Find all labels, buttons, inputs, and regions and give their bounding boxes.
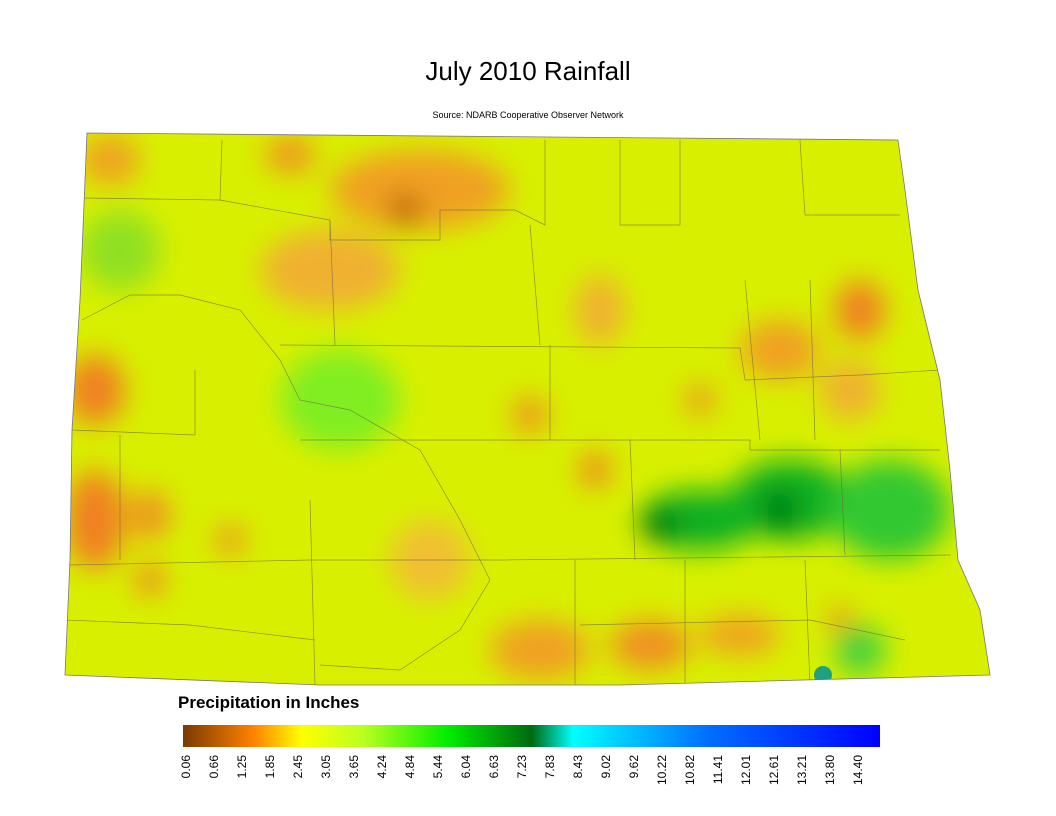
legend-tick-label: 9.62 (627, 755, 641, 779)
legend-tick-label: 7.23 (515, 755, 529, 779)
legend-tick-label: 14.40 (851, 755, 865, 785)
legend-tick-label: 1.85 (263, 755, 277, 779)
legend-tick-label: 4.24 (375, 755, 389, 779)
legend-tick-label: 4.84 (403, 755, 417, 779)
legend-tick-label: 9.02 (599, 755, 613, 779)
legend-title: Precipitation in Inches (178, 693, 359, 712)
legend-tick-label: 0.66 (207, 755, 221, 779)
legend-tick-label: 13.80 (823, 755, 837, 785)
legend-tick-label: 0.06 (179, 755, 193, 779)
legend-tick-label: 10.82 (683, 755, 697, 785)
title: July 2010 Rainfall (425, 56, 630, 86)
legend-tick-label: 11.41 (711, 755, 725, 784)
legend-tick-label: 1.25 (235, 755, 249, 779)
high-spot (814, 666, 832, 684)
source: Source: NDARB Cooperative Observer Netwo… (432, 110, 624, 120)
legend-ticks: 0.06 0.66 1.25 1.85 2.45 3.05 3.65 4.24 4.84 5.44… (179, 755, 865, 785)
state-outline (64, 132, 991, 686)
legend-tick-label: 6.63 (487, 755, 501, 779)
legend-tick-label: 8.43 (571, 755, 585, 779)
county-lines (65, 139, 951, 685)
legend-tick-label: 10.22 (655, 755, 669, 785)
legend-tick-label: 6.04 (459, 755, 473, 779)
legend-tick-label: 2.45 (291, 755, 305, 779)
legend-tick-label: 12.61 (767, 755, 781, 785)
rainfall-map (65, 133, 990, 685)
legend-tick-label: 12.01 (739, 755, 753, 785)
color-scale (183, 725, 880, 747)
legend-tick-label: 3.05 (319, 755, 333, 779)
legend-tick-label: 7.83 (543, 755, 557, 779)
legend-tick-label: 13.21 (795, 755, 809, 785)
legend-tick-label: 3.65 (347, 755, 361, 779)
legend-tick-label: 5.44 (431, 755, 445, 779)
